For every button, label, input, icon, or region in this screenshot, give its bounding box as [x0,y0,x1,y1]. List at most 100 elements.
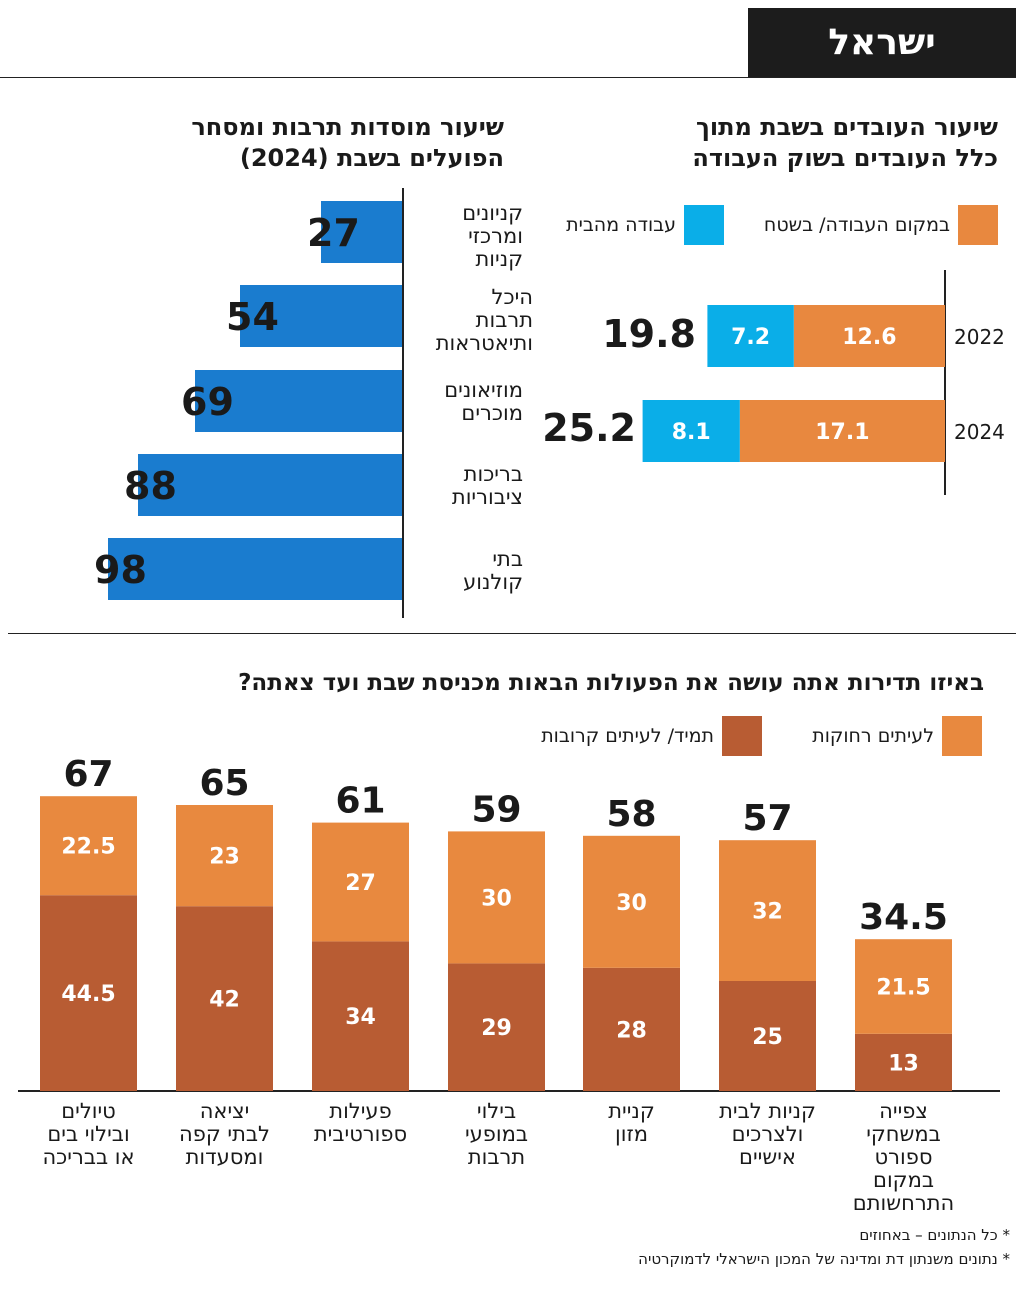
institutions-title-line2: הפועלים בשבת (2024) [239,144,504,172]
legend-often-swatch [722,716,762,756]
inst-label-malls-2: ומרכזי [468,224,523,248]
legend-rarely-label: לעיתים רחוקות [812,725,934,747]
workers-title-line2: כלל העובדים בשוק העבודה [692,144,998,172]
activity-seg-label-3-1: 30 [481,886,512,911]
year-2024: 2024 [954,420,1005,444]
activity-category-label-6: צפייה במשחקי ספורט במקום התרחשותם [839,1100,969,1215]
activity-bar-1-seg-1 [176,805,273,907]
inst-label-malls-3: קניות [475,247,523,271]
activity-category-label-6-line-2: במקום [873,1168,934,1192]
inst-bar-2 [195,370,402,432]
activity-seg-label-5-1: 32 [752,900,783,925]
activity-category-label-3-line-1: במופעי [464,1122,529,1146]
inst-label-cinemas-1: בתי [492,547,523,571]
workers-seg-label-2024-1: 8.1 [672,420,711,445]
activity-category-label-4: קניית מזון [567,1100,697,1146]
institutions-title-line1: שיעור מוסדות תרבות ומסחר [191,113,504,141]
activity-category-label-1-line-1: לבתי קפה [179,1122,270,1146]
inst-label-cinemas: בתי קולנוע [413,548,523,594]
activity-category-label-3-line-0: בילוי [476,1099,517,1123]
workers-seg-label-2022-1: 7.2 [731,325,770,350]
workers-bar-2024-seg-1 [642,400,740,462]
activity-category-label-0: טיולים ובילוי בים או בבריכה [24,1100,154,1169]
legend-often: תמיד/ לעיתים קרובות [541,716,762,756]
inst-label-malls-1: קניונים [462,201,523,225]
middle-divider [8,633,1016,634]
inst-value-2: 69 [181,380,234,424]
activity-category-label-2-line-0: פעילות [329,1099,392,1123]
institutions-chart-title: שיעור מוסדות תרבות ומסחר הפועלים בשבת (2… [84,112,504,174]
activity-seg-label-1-0: 42 [209,988,240,1013]
inst-label-theaters-3: ותיאטראות [435,331,533,355]
activity-seg-label-6-0: 13 [888,1051,919,1076]
activity-bar-1-seg-0 [176,906,273,1091]
top-divider [0,77,1016,78]
inst-label-theaters: היכל תרבות ותיאטראות [413,286,533,355]
inst-label-pools: בריכות ציבוריות [413,463,523,509]
activity-seg-label-2-0: 34 [345,1005,376,1030]
activity-category-label-1: יציאה לבתי קפה ומסעדות [160,1100,290,1169]
workers-title-line1: שיעור העובדים בשבת מתוך [696,113,998,141]
inst-value-3: 88 [124,464,177,508]
activities-chart-title: באיזו תדירות אתה עושה את הפעולות הבאות מ… [238,670,984,696]
activity-seg-label-1-1: 23 [209,845,240,870]
activity-bar-4-seg-0 [583,967,680,1091]
activity-category-label-3-line-2: תרבות [467,1145,526,1169]
legend-rarely-swatch [942,716,982,756]
inst-bar-1 [240,285,402,347]
activity-seg-label-6-1: 21.5 [876,976,930,1001]
activity-total-2: 61 [335,781,385,822]
activity-category-label-4-line-1: מזון [615,1122,648,1146]
activity-total-5: 57 [742,798,792,839]
activity-total-0: 67 [63,754,113,795]
inst-label-museums: מוזיאונים מוכרים [413,379,523,425]
legend-onsite-label: במקום העבודה/ בשטח [763,214,950,236]
activity-category-label-1-line-2: ומסעדות [185,1145,264,1169]
inst-label-theaters-2: תרבות [475,308,533,332]
legend-home: עבודה מהבית [566,205,724,245]
activity-category-label-0-line-0: טיולים [61,1099,116,1123]
activity-total-6: 34.5 [859,897,948,938]
inst-label-theaters-1: היכל [491,285,533,309]
activity-seg-label-2-1: 27 [345,871,376,896]
inst-label-malls: קניונים ומרכזי קניות [413,202,523,271]
activity-bar-3-seg-0 [448,963,545,1091]
inst-label-pools-2: ציבוריות [451,485,523,509]
activity-seg-label-5-0: 25 [752,1025,783,1050]
legend-home-swatch [684,205,724,245]
year-2022: 2022 [954,325,1005,349]
activity-category-label-4-line-0: קניית [608,1099,655,1123]
workers-chart: 12.6 7.2 17.1 8.1 [642,270,946,495]
legend-onsite-swatch [958,205,998,245]
activity-bar-4-seg-1 [583,835,680,968]
activity-bar-6-seg-0 [855,1033,952,1091]
activity-category-label-5: קניות לבית ולצרכים אישיים [703,1100,833,1169]
activity-category-label-5-line-1: ולצרכים [731,1122,804,1146]
activity-seg-label-4-1: 30 [616,891,647,916]
inst-value-4: 98 [94,548,147,592]
activity-category-label-5-line-0: קניות לבית [719,1099,816,1123]
workers-bar-2024-seg-0 [739,400,945,462]
inst-label-museums-2: מוכרים [461,401,523,425]
activity-category-label-0-line-1: ובילוי בים [47,1122,130,1146]
inst-label-cinemas-2: קולנוע [463,570,523,594]
activities-chart: 44.5 22.5 67 42 23 65 34 27 61 29 30 59 28 30 58 25 32 57… [18,754,1000,1092]
activity-bar-3-seg-1 [448,831,545,964]
activity-category-label-6-line-1: במשחקי ספורט [866,1122,941,1169]
activity-seg-label-0-1: 22.5 [61,835,115,860]
inst-bar-3 [138,454,402,516]
total-2022: 19.8 [602,312,696,356]
inst-value-1: 54 [226,295,279,339]
activity-seg-label-3-0: 29 [481,1016,512,1041]
inst-bar-0 [321,201,402,263]
legend-home-label: עבודה מהבית [566,214,676,236]
activity-category-label-1-line-0: יציאה [199,1099,250,1123]
inst-value-0: 27 [307,211,360,255]
footnote-source: * נתונים משנתון דת ומדינה של המכון הישרא… [638,1250,1010,1268]
activity-bar-0-seg-0 [40,895,137,1091]
activity-total-3: 59 [471,789,521,830]
activity-bar-2-seg-1 [312,822,409,942]
activity-bar-2-seg-0 [312,941,409,1091]
inst-label-pools-1: בריכות [463,462,523,486]
